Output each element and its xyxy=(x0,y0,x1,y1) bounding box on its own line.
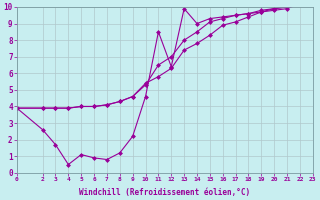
X-axis label: Windchill (Refroidissement éolien,°C): Windchill (Refroidissement éolien,°C) xyxy=(79,188,250,197)
